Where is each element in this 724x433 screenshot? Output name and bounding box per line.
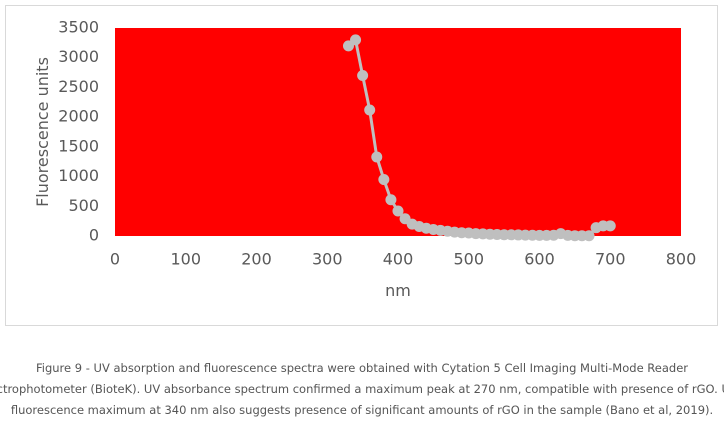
data-point xyxy=(604,220,616,232)
data-point xyxy=(371,151,383,163)
data-point xyxy=(583,230,595,242)
x-tick-label: 100 xyxy=(170,250,201,269)
y-tick-label: 1000 xyxy=(58,166,99,185)
data-point xyxy=(350,34,362,46)
y-tick-label: 0 xyxy=(89,226,99,245)
plot-area xyxy=(115,28,681,236)
data-point xyxy=(357,70,369,82)
x-axis-label: nm xyxy=(385,281,411,300)
y-tick-label: 1500 xyxy=(58,136,99,155)
data-point xyxy=(385,194,397,206)
x-tick-label: 800 xyxy=(666,250,697,269)
caption-line: fluorescence maximum at 340 nm also sugg… xyxy=(11,403,713,417)
y-tick-label: 2500 xyxy=(58,77,99,96)
data-point xyxy=(364,104,376,116)
y-tick-label: 2000 xyxy=(58,107,99,126)
x-tick-label: 700 xyxy=(595,250,626,269)
data-point xyxy=(378,174,390,186)
caption-line: Figure 9 - UV absorption and fluorescenc… xyxy=(36,361,688,375)
x-tick-label: 400 xyxy=(383,250,414,269)
y-tick-label: 3000 xyxy=(58,47,99,66)
caption-line: pectrophotometer (BioteK). UV absorbance… xyxy=(0,382,724,396)
x-tick-label: 500 xyxy=(453,250,484,269)
x-tick-label: 600 xyxy=(524,250,555,269)
y-tick-label: 3500 xyxy=(58,18,99,37)
y-tick-label: 500 xyxy=(68,196,99,215)
y-axis-label: Fluorescence units xyxy=(33,57,52,207)
x-tick-label: 200 xyxy=(241,250,272,269)
x-tick-label: 300 xyxy=(312,250,343,269)
x-tick-label: 0 xyxy=(110,250,120,269)
data-point xyxy=(392,205,404,217)
